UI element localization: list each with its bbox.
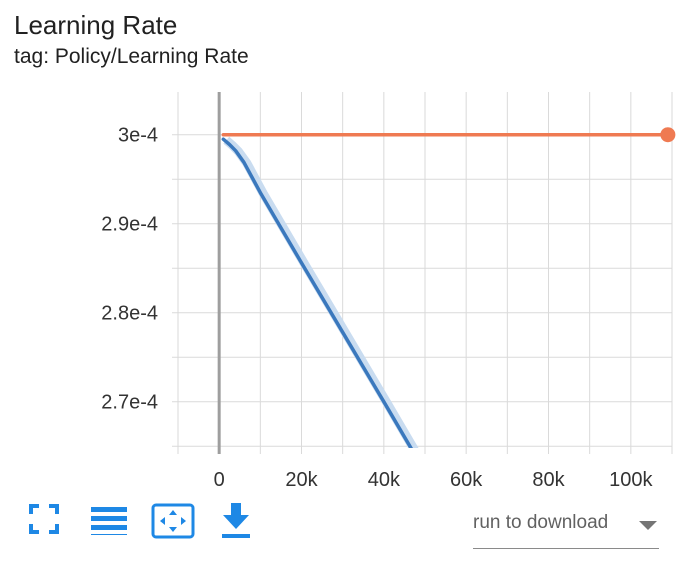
chart-tag: tag: Policy/Learning Rate [14, 45, 249, 68]
series [221, 132, 670, 448]
series-line [221, 137, 413, 448]
x-tick-label: 20k [285, 469, 318, 491]
x-tick-label: 0 [214, 469, 225, 491]
fullscreen-button[interactable] [28, 503, 60, 540]
y-tick-label: 3e-4 [118, 125, 158, 147]
x-tick-label: 80k [532, 469, 565, 491]
markers [660, 127, 676, 143]
chart-title: Learning Rate [14, 10, 178, 40]
download-icon [222, 503, 250, 538]
download-data-button[interactable] [220, 503, 252, 544]
x-tick-label: 100k [609, 469, 653, 491]
series-end-marker [660, 127, 676, 143]
run-select-label: run to download [473, 512, 609, 533]
x-tick-label: 40k [368, 469, 401, 491]
fullscreen-icon [29, 504, 59, 534]
y-tick-label: 2.9e-4 [101, 214, 158, 236]
line-chart: 2.7e-4 2.8e-4 2.9e-4 3e-4 0 20k 40k 60k 80k 100k [101, 92, 676, 491]
y-tick-label: 2.8e-4 [101, 303, 158, 325]
y-tick-label: 2.7e-4 [101, 392, 158, 414]
toggle-log-scale-icon [91, 507, 127, 535]
run-to-download-select[interactable]: run to download [473, 504, 659, 549]
fit-domain-button[interactable] [151, 503, 195, 544]
chevron-down-icon [639, 521, 657, 530]
tick-labels: 2.7e-4 2.8e-4 2.9e-4 3e-4 0 20k 40k 60k 80k 100k [101, 125, 653, 491]
x-tick-label: 60k [450, 469, 483, 491]
fit-domain-icon [151, 503, 195, 539]
grid [172, 92, 673, 454]
toggle-y-log-scale-button[interactable] [90, 503, 128, 540]
